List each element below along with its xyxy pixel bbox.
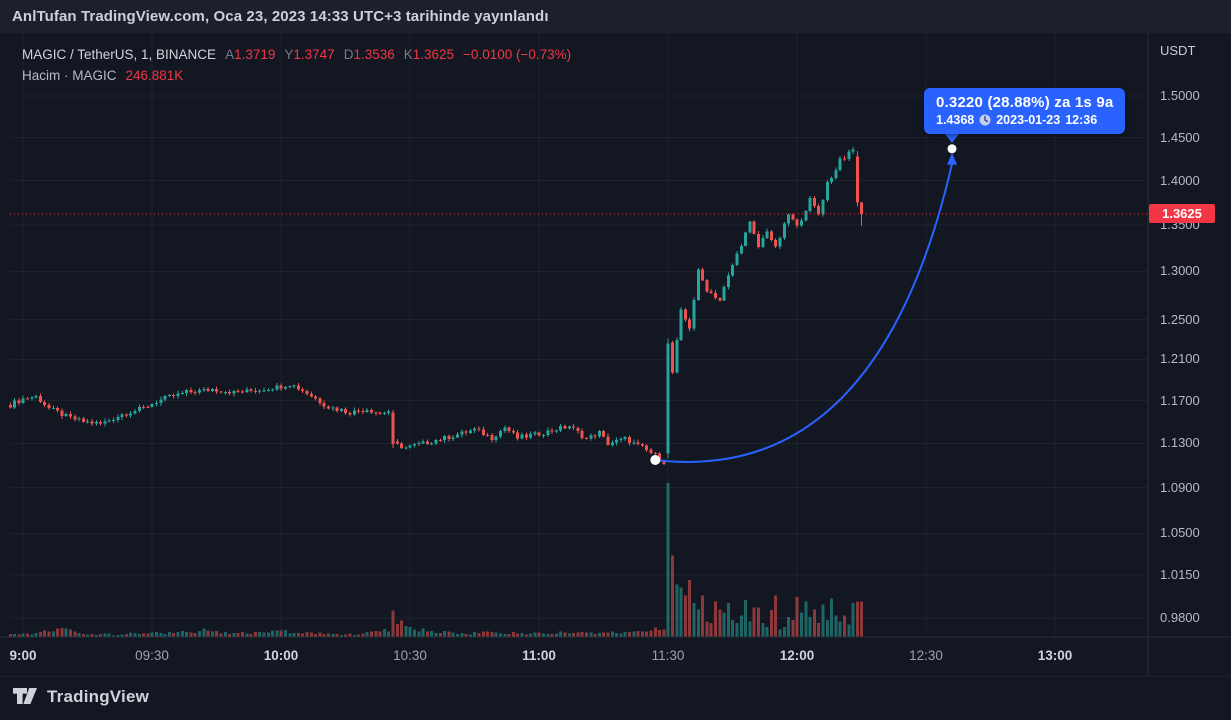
open-value: A1.3719: [225, 47, 276, 62]
price-tick-label: 1.0500: [1160, 525, 1200, 540]
time-tick-label: 13:00: [1037, 648, 1073, 663]
price-axis[interactable]: USDT 1.5000 1.4500 1.4000 1.3500 1.3000 1.250…: [1148, 33, 1231, 676]
projection-curve[interactable]: [650, 144, 957, 465]
price-tick-label: 1.5000: [1160, 88, 1200, 103]
tradingview-logo-icon: [13, 688, 37, 704]
close-value: K1.3625: [403, 47, 455, 62]
time-tick-label: 12:30: [909, 648, 943, 663]
time-tick-label: 11:30: [651, 648, 685, 663]
volume-value: 246.881K: [125, 68, 184, 83]
projection-change-text: 0.3220 (28.88%) za 1s 9a: [936, 93, 1114, 111]
time-tick-label: 12:00: [779, 648, 815, 663]
time-tick-label: 9:00: [9, 648, 37, 663]
projection-tooltip-pointer: [945, 133, 959, 143]
projection-time: 12:36: [1065, 112, 1098, 127]
price-tick-label: 1.4000: [1160, 173, 1200, 188]
price-tick-label: 1.1700: [1160, 393, 1200, 408]
price-tick-label: 1.3000: [1160, 263, 1200, 278]
volume-study-label[interactable]: Hacim · MAGIC: [22, 68, 117, 83]
clock-icon: [979, 114, 991, 126]
legend-volume-row: Hacim · MAGIC 246.881K: [22, 65, 571, 86]
price-tick-label: 1.1300: [1160, 435, 1200, 450]
branding-bar: TradingView: [0, 676, 1231, 716]
price-tick-label: 1.0900: [1160, 480, 1200, 495]
gridlines: [10, 33, 1148, 637]
tradingview-logo-text: TradingView: [47, 686, 150, 706]
price-tick-label: 1.2100: [1160, 351, 1200, 366]
time-tick-label: 11:00: [522, 648, 556, 663]
legend-symbol-row: MAGIC / TetherUS, 1, BINANCE A1.3719 Y1.…: [22, 44, 571, 65]
projection-price: 1.4368: [936, 112, 975, 127]
time-tick-label: 09:30: [135, 648, 169, 663]
arrowhead-icon: [947, 152, 957, 165]
price-tick-label: 1.0150: [1160, 567, 1200, 582]
marker-dot-end[interactable]: [947, 144, 957, 154]
price-tick-label: 1.4500: [1160, 130, 1200, 145]
symbol-title[interactable]: MAGIC / TetherUS, 1, BINANCE: [22, 47, 217, 62]
price-tick-label: 1.2500: [1160, 312, 1200, 327]
tradingview-logo-link[interactable]: TradingView: [13, 687, 149, 707]
last-price-label: 1.3625: [1149, 204, 1215, 223]
candlesticks: [8, 147, 864, 466]
marker-dot-start[interactable]: [650, 455, 661, 465]
published-header-text: AnlTufan TradingView.com, Oca 23, 2023 1…: [12, 8, 549, 25]
time-axis[interactable]: 9:00 09:30 10:00 10:30 11:00 11:30 12:00 12:30 1…: [0, 637, 1148, 676]
axis-frame: [0, 33, 1231, 676]
high-value: Y1.3747: [284, 47, 335, 62]
projection-date: 2023-01-23: [996, 112, 1061, 127]
price-axis-currency: USDT: [1160, 43, 1196, 58]
chart-legend: MAGIC / TetherUS, 1, BINANCE A1.3719 Y1.…: [22, 44, 571, 86]
projection-detail-row: 1.4368 2023-01-23 12:36: [936, 113, 1113, 127]
change-value: −0.0100 (−0.73%): [463, 47, 572, 62]
time-tick-label: 10:30: [393, 648, 427, 663]
low-value: D1.3536: [343, 47, 395, 62]
time-tick-label: 10:00: [263, 648, 299, 663]
volume-bars: [8, 483, 864, 637]
projection-tooltip[interactable]: 0.3220 (28.88%) za 1s 9a 1.4368 2023-01-…: [924, 87, 1126, 134]
price-tick-label: 0.9800: [1160, 610, 1200, 625]
published-header-bar: AnlTufan TradingView.com, Oca 23, 2023 1…: [0, 0, 1231, 33]
